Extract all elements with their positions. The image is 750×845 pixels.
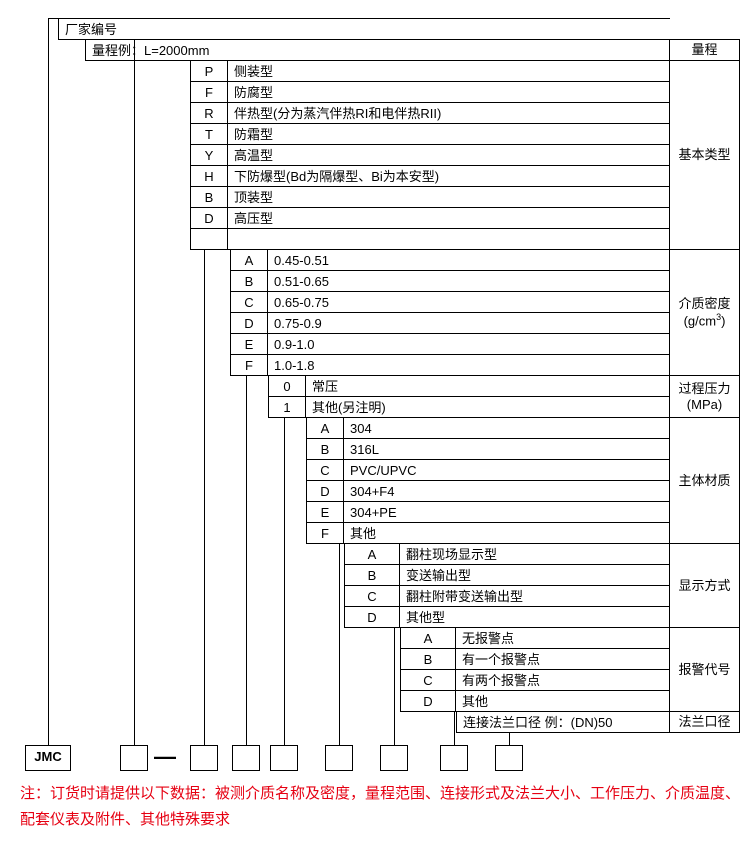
group-label: 法兰口径 bbox=[670, 711, 740, 733]
code-cell: A bbox=[230, 249, 268, 271]
code-box bbox=[270, 745, 298, 771]
desc-cell: 0.65-0.75 bbox=[268, 291, 670, 313]
code-cell: C bbox=[230, 291, 268, 313]
code-cell: B bbox=[344, 564, 400, 586]
header-factory-number: 厂家编号 bbox=[58, 18, 670, 40]
code-cell: A bbox=[400, 627, 456, 649]
desc-cell: 1.0-1.8 bbox=[268, 354, 670, 376]
group-label: 报警代号 bbox=[670, 627, 740, 712]
group-label: 主体材质 bbox=[670, 417, 740, 544]
desc-cell: 高压型 bbox=[228, 207, 670, 229]
vline bbox=[246, 375, 247, 745]
desc-cell: 顶装型 bbox=[228, 186, 670, 208]
vline bbox=[339, 543, 340, 745]
blank-cell bbox=[228, 228, 670, 250]
desc-cell: 防腐型 bbox=[228, 81, 670, 103]
desc-cell: 翻柱现场显示型 bbox=[400, 543, 670, 565]
code-box bbox=[190, 745, 218, 771]
code-cell: H bbox=[190, 165, 228, 187]
code-cell: F bbox=[306, 522, 344, 544]
code-cell: E bbox=[306, 501, 344, 523]
code-cell: B bbox=[306, 438, 344, 460]
desc-cell: 翻柱附带变送输出型 bbox=[400, 585, 670, 607]
code-box bbox=[380, 745, 408, 771]
code-box bbox=[495, 745, 523, 771]
desc-cell: 其他(另注明) bbox=[306, 396, 670, 418]
code-cell: B bbox=[230, 270, 268, 292]
vline bbox=[394, 627, 395, 745]
vline bbox=[509, 732, 510, 745]
code-cell: T bbox=[190, 123, 228, 145]
desc-cell: 有一个报警点 bbox=[456, 648, 670, 670]
code-cell: B bbox=[190, 186, 228, 208]
desc-cell: 0.51-0.65 bbox=[268, 270, 670, 292]
code-cell: P bbox=[190, 60, 228, 82]
vline bbox=[454, 711, 455, 745]
desc-cell: 下防爆型(Bd为隔爆型、Bi为本安型) bbox=[228, 165, 670, 187]
desc-cell: 0.45-0.51 bbox=[268, 249, 670, 271]
desc-cell: 变送输出型 bbox=[400, 564, 670, 586]
code-cell: A bbox=[344, 543, 400, 565]
code-cell: D bbox=[230, 312, 268, 334]
desc-cell: 304 bbox=[344, 417, 670, 439]
desc-cell: 有两个报警点 bbox=[456, 669, 670, 691]
code-cell: C bbox=[306, 459, 344, 481]
code-cell: D bbox=[400, 690, 456, 712]
header-range-example: 量程例：L=2000mm bbox=[85, 39, 670, 61]
desc-cell: 0.75-0.9 bbox=[268, 312, 670, 334]
vline bbox=[48, 18, 49, 745]
code-cell: D bbox=[306, 480, 344, 502]
code-cell: A bbox=[306, 417, 344, 439]
label-range: 量程 bbox=[670, 39, 740, 61]
code-cell: C bbox=[344, 585, 400, 607]
vline bbox=[204, 249, 205, 745]
code-cell: C bbox=[400, 669, 456, 691]
desc-cell: 其他 bbox=[456, 690, 670, 712]
code-box bbox=[440, 745, 468, 771]
desc-cell: 常压 bbox=[306, 375, 670, 397]
desc-cell: 伴热型(分为蒸汽伴热RI和电伴热RII) bbox=[228, 102, 670, 124]
desc-cell: 304+PE bbox=[344, 501, 670, 523]
desc-cell: 侧装型 bbox=[228, 60, 670, 82]
code-cell: 1 bbox=[268, 396, 306, 418]
hline bbox=[48, 18, 58, 19]
group-label: 介质密度(g/cm3) bbox=[670, 249, 740, 376]
desc-cell: 316L bbox=[344, 438, 670, 460]
vline bbox=[284, 417, 285, 745]
desc-cell: PVC/UPVC bbox=[344, 459, 670, 481]
code-cell: F bbox=[190, 81, 228, 103]
code-cell: Y bbox=[190, 144, 228, 166]
group-label: 显示方式 bbox=[670, 543, 740, 628]
vline bbox=[134, 39, 135, 745]
code-box bbox=[120, 745, 148, 771]
code-cell: D bbox=[190, 207, 228, 229]
ordering-code-diagram: 厂家编号量程例：L=2000mm量程P侧装型F防腐型R伴热型(分为蒸汽伴热RI和… bbox=[10, 10, 740, 835]
desc-cell: 其他型 bbox=[400, 606, 670, 628]
ordering-note: 注：订货时请提供以下数据：被测介质名称及密度，量程范围、连接形式及法兰大小、工作… bbox=[20, 781, 740, 832]
code-cell: E bbox=[230, 333, 268, 355]
code-cell: R bbox=[190, 102, 228, 124]
desc-cell: 防霜型 bbox=[228, 123, 670, 145]
dash: — bbox=[154, 746, 176, 768]
code-cell: F bbox=[230, 354, 268, 376]
code-box bbox=[232, 745, 260, 771]
code-cell: B bbox=[400, 648, 456, 670]
group-label: 基本类型 bbox=[670, 60, 740, 250]
desc-cell: 0.9-1.0 bbox=[268, 333, 670, 355]
desc-cell: 连接法兰口径 例：(DN)50 bbox=[456, 711, 670, 733]
code-cell: D bbox=[344, 606, 400, 628]
box-jmc: JMC bbox=[25, 745, 71, 771]
blank-cell bbox=[190, 228, 228, 250]
code-cell: 0 bbox=[268, 375, 306, 397]
desc-cell: 其他 bbox=[344, 522, 670, 544]
code-box bbox=[325, 745, 353, 771]
group-label: 过程压力(MPa) bbox=[670, 375, 740, 418]
desc-cell: 304+F4 bbox=[344, 480, 670, 502]
desc-cell: 高温型 bbox=[228, 144, 670, 166]
desc-cell: 无报警点 bbox=[456, 627, 670, 649]
